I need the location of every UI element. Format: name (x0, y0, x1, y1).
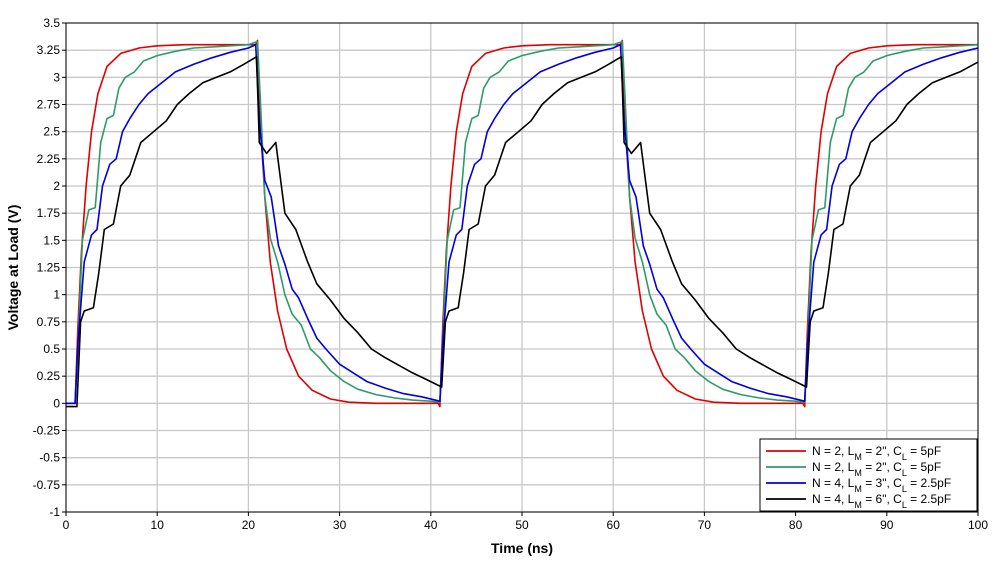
y-tick-label: 0.75 (37, 315, 61, 329)
x-tick-label: 30 (333, 518, 347, 532)
legend-entry: N = 4, LM = 6", CL = 2.5pF (812, 492, 951, 510)
y-tick-label: 1.75 (37, 206, 61, 220)
y-tick-label: 3 (53, 70, 60, 84)
x-tick-label: 50 (515, 518, 529, 532)
legend-entry: N = 4, LM = 3", CL = 2.5pF (812, 476, 951, 494)
y-tick-label: -0.25 (33, 424, 61, 438)
series-line-3 (66, 43, 979, 405)
legend-entry: N = 2, LM = 2", CL = 5pF (812, 444, 941, 462)
y-tick-label: 1.25 (37, 261, 61, 275)
y-tick-label: -0.5 (39, 451, 60, 465)
y-tick-label: 2.5 (43, 125, 60, 139)
x-tick-label: 10 (151, 518, 165, 532)
legend-entry: N = 2, LM = 2", CL = 5pF (812, 460, 941, 478)
x-tick-label: 40 (424, 518, 438, 532)
x-axis-ticks: 0 10 20 30 40 50 60 70 80 90 100 (63, 512, 988, 532)
y-tick-label: 3.25 (37, 43, 61, 57)
series-group (66, 39, 979, 408)
series-line-4 (66, 55, 979, 408)
x-tick-label: 90 (880, 518, 894, 532)
x-tick-label: 60 (607, 518, 621, 532)
x-tick-label: 100 (968, 518, 988, 532)
x-tick-label: 0 (63, 518, 70, 532)
y-tick-label: 2.75 (37, 98, 61, 112)
y-axis-label: Voltage at Load (V) (5, 205, 21, 331)
x-tick-label: 20 (242, 518, 256, 532)
y-tick-label: -0.75 (33, 478, 61, 492)
x-tick-label: 70 (698, 518, 712, 532)
y-tick-label: 0.5 (43, 342, 60, 356)
y-tick-label: -1 (49, 505, 60, 519)
y-tick-label: 3.5 (43, 16, 60, 30)
x-axis-label: Time (ns) (491, 540, 553, 556)
series-line-2 (66, 40, 979, 405)
y-tick-label: 1.5 (43, 233, 60, 247)
x-tick-label: 80 (789, 518, 803, 532)
y-tick-label: 0.25 (37, 369, 61, 383)
y-tick-label: 0 (53, 396, 60, 410)
y-tick-label: 2 (53, 179, 60, 193)
y-tick-label: 2.25 (37, 152, 61, 166)
y-axis-ticks: -1 -0.75 -0.5 -0.25 0 0.25 0.5 0.75 1 1.25 1.5 1.75… (33, 16, 66, 519)
y-tick-label: 1 (53, 288, 60, 302)
